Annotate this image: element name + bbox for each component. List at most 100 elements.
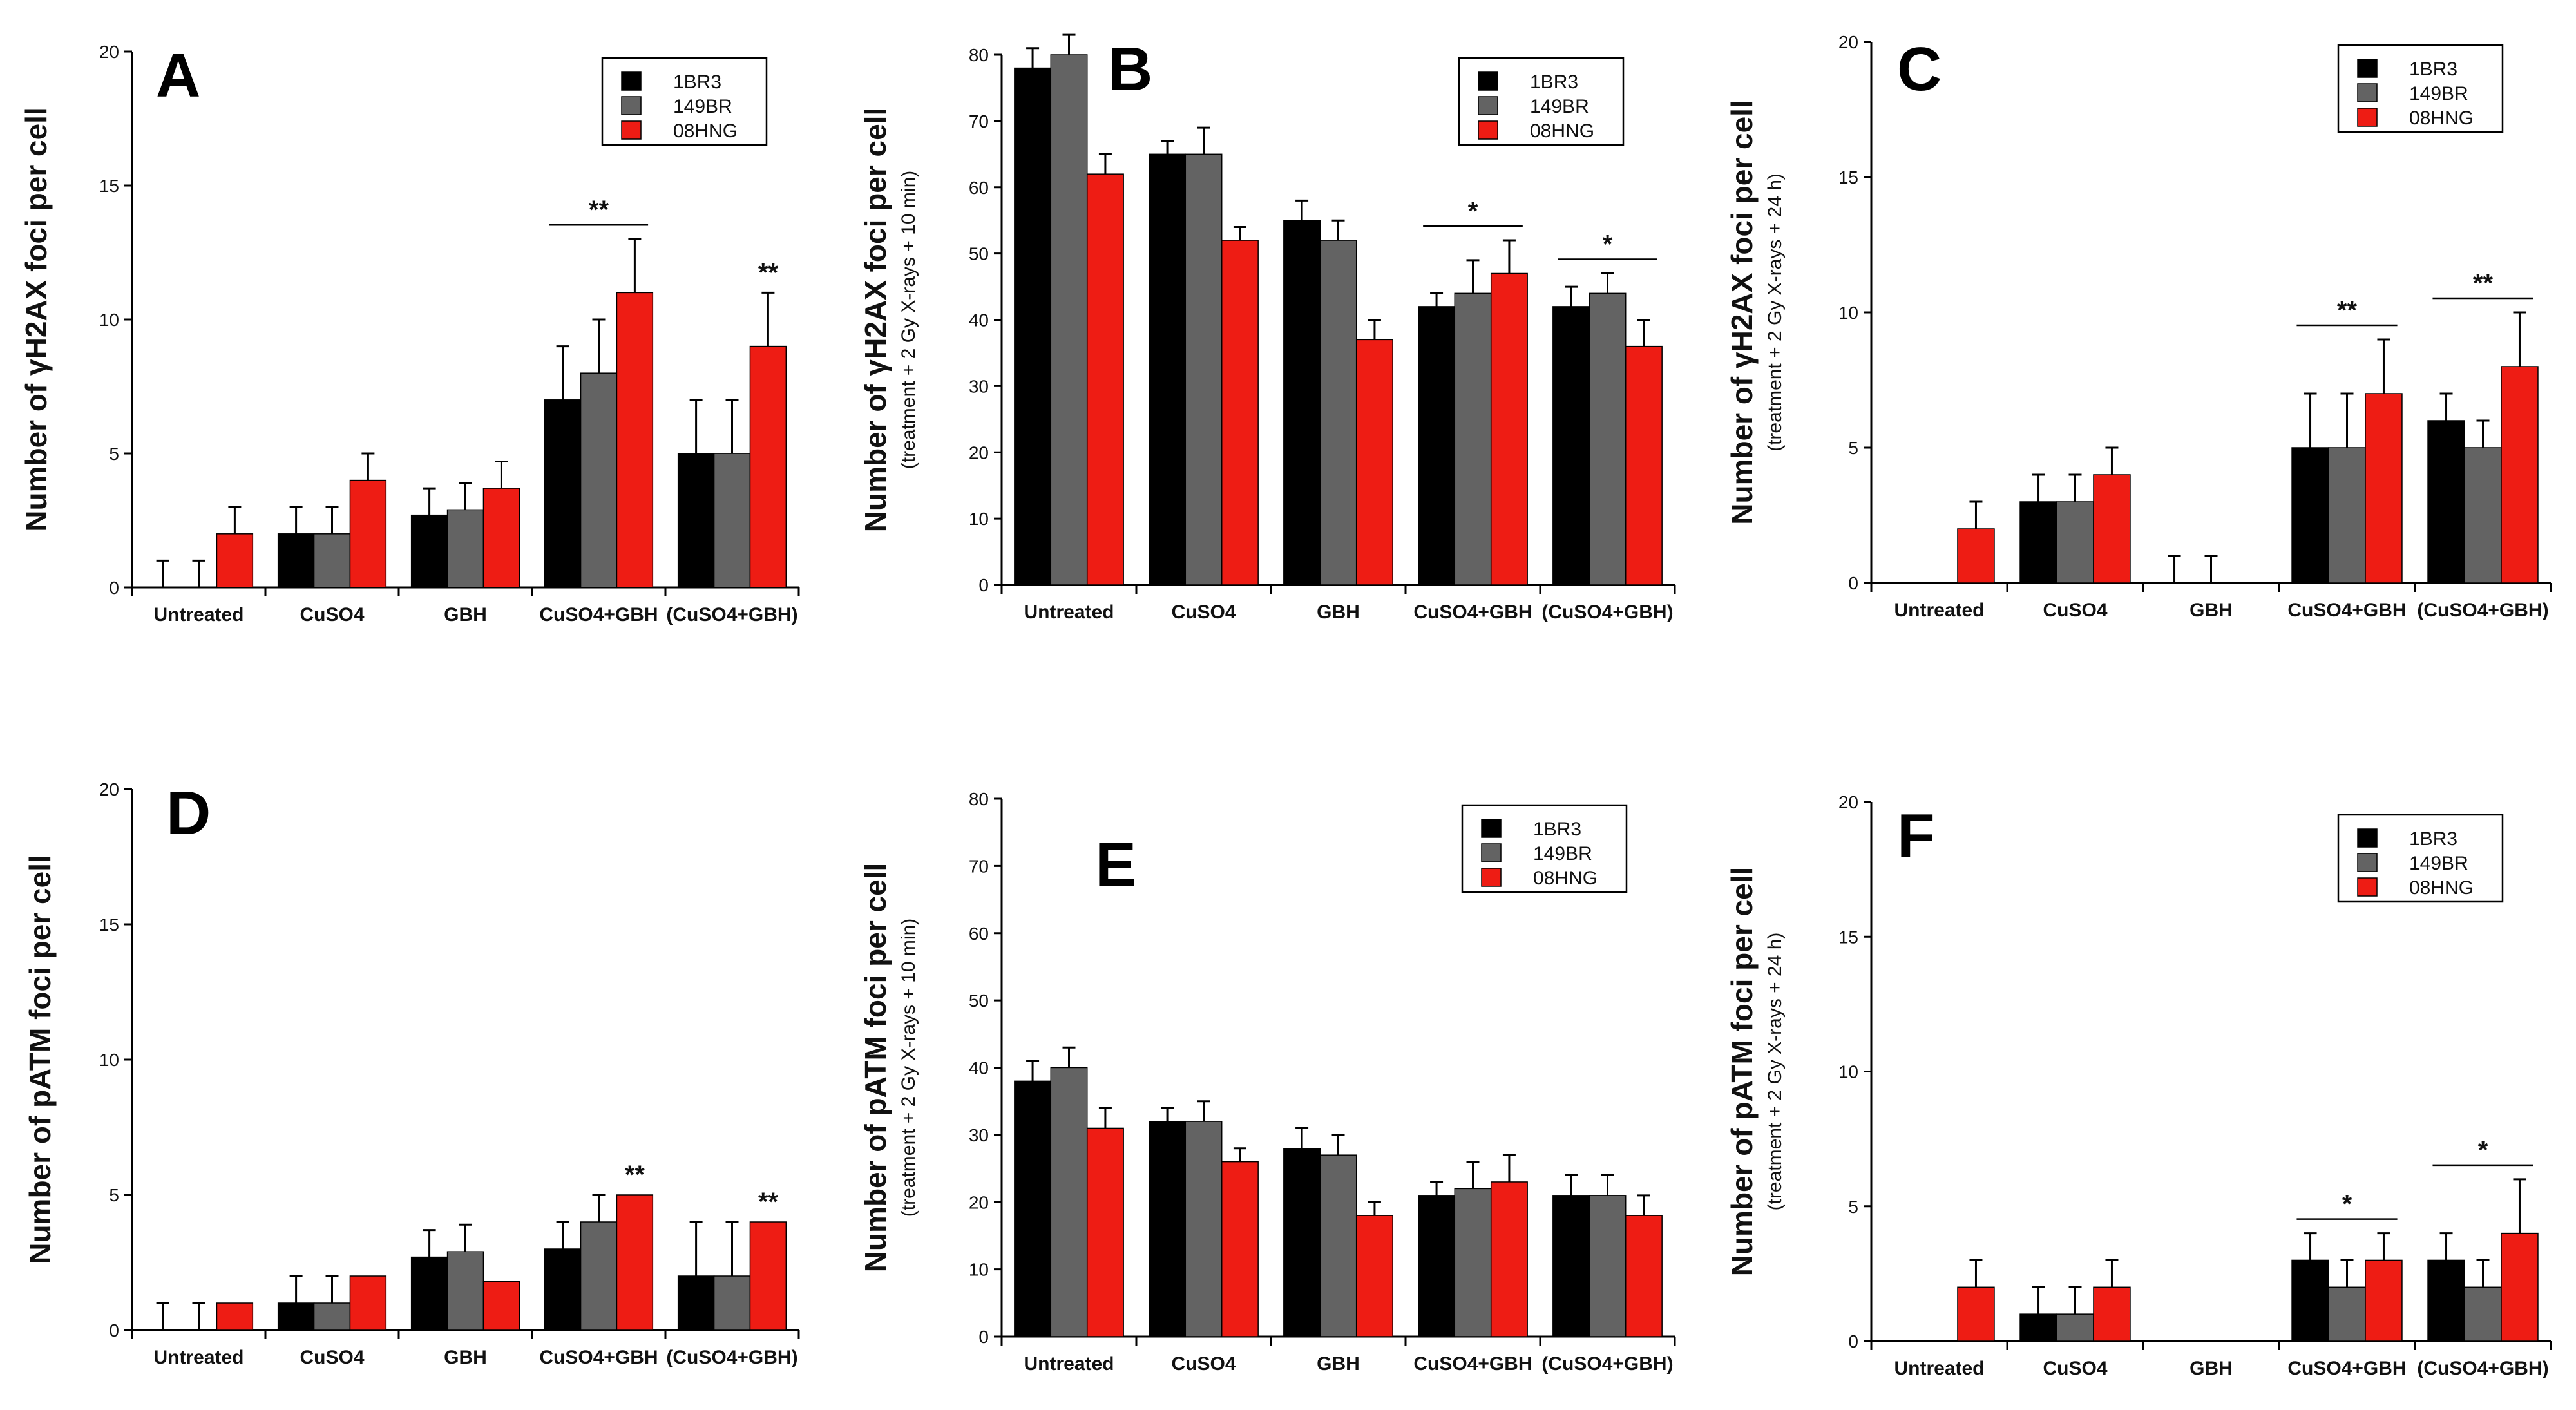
y-tick-label: 0 [1848,573,1858,593]
y-tick-label: 10 [99,1050,119,1070]
bar-1br3-2 [410,1256,448,1331]
bar-08hng-2 [482,488,520,588]
x-tick-label: (CuSO4+GBH) [2417,600,2548,621]
bar-1br3-3 [2291,447,2329,584]
bar-08hng-3 [1490,1181,1528,1337]
legend-label-149br: 149BR [2409,853,2468,874]
x-tick-label: GBH [1317,602,1360,623]
bar-149br-4 [2464,1286,2502,1342]
y-tick-label: 50 [969,244,989,264]
bar-1br3-3 [2291,1259,2329,1342]
bar-1br3-4 [1552,1195,1590,1337]
bar-08hng-0 [1957,528,1995,584]
legend-label-08hng: 08HNG [673,120,738,142]
significance-label: ** [2473,269,2494,298]
y-tick-label: 15 [99,176,119,196]
bar-08hng-4 [749,345,787,588]
x-tick-label: Untreated [1024,1353,1114,1375]
legend-swatch-1br3 [2357,828,2378,848]
x-tick-label: CuSO4 [300,604,364,625]
bar-149br-0 [1050,54,1088,586]
y-tick-label: 80 [969,45,989,65]
y-tick-label: 5 [109,444,119,464]
y-tick-label: 5 [1848,438,1858,458]
bar-1br3-3 [544,1248,582,1331]
legend-label-1br3: 1BR3 [1533,819,1581,840]
bar-08hng-1 [2093,1286,2131,1342]
legend-swatch-08hng [1478,120,1498,140]
panel-c: 0 5 10 15 20 Untreated CuSO4 GBH CuSO4+GBH (CuSO4… [1725,32,2552,621]
bar-149br-3 [2328,447,2366,584]
bar-149br-3 [2328,1286,2366,1342]
significance-label: * [1468,197,1478,225]
y-tick-label: 70 [969,856,989,876]
bar-08hng-3 [2365,1259,2403,1342]
legend-swatch-149br [1481,843,1502,862]
y-tick-label: 70 [969,111,989,131]
bar-1br3-2 [1283,220,1321,586]
legend-label-08hng: 08HNG [2409,877,2474,899]
bar-1br3-2 [410,514,448,588]
y-axis-title: Number of pATM foci per cell [1725,867,1759,1277]
bar-08hng-0 [1086,173,1124,586]
x-tick-label: CuSO4+GBH [1413,1353,1532,1375]
y-tick-label: 0 [978,1327,989,1347]
y-tick-label: 30 [969,376,989,396]
y-tick-label: 0 [109,1320,119,1340]
bar-149br-4 [713,1275,751,1331]
y-tick-label: 5 [109,1185,119,1205]
y-axis-subtitle: (treatment + 2 Gy X-rays + 10 min) [898,919,919,1217]
y-tick-label: 20 [1838,32,1858,52]
bar-149br-4 [1589,1195,1627,1337]
legend-swatch-149br [1478,96,1498,115]
y-tick-label: 10 [1838,303,1858,323]
x-tick-label: CuSO4+GBH [539,1347,658,1368]
x-tick-label: (CuSO4+GBH) [666,1347,797,1368]
bar-149br-0 [1050,1067,1088,1337]
x-tick-label: GBH [444,1347,487,1368]
legend-swatch-08hng [2357,108,2378,127]
y-axis-title: Number of pATM foci per cell [23,855,57,1264]
bar-1br3-1 [1149,153,1187,586]
x-tick-label: (CuSO4+GBH) [666,604,797,625]
legend-label-08hng: 08HNG [2409,108,2474,129]
bar-08hng-4 [2501,1232,2539,1342]
y-tick-label: 40 [969,310,989,330]
x-tick-label: Untreated [1894,1358,1984,1379]
legend-swatch-08hng [2357,877,2378,897]
x-tick-label: Untreated [153,604,243,625]
bar-149br-3 [580,372,618,588]
bar-1br3-1 [1149,1121,1187,1337]
bar-08hng-0 [216,1302,254,1331]
y-tick-label: 80 [969,789,989,809]
x-tick-label: (CuSO4+GBH) [2417,1358,2548,1379]
bar-1br3-1 [277,1302,315,1331]
y-axis-title: Number of γH2AX foci per cell [19,107,53,532]
legend-label-1br3: 1BR3 [1530,71,1578,93]
y-tick-label: 20 [99,779,119,799]
bar-08hng-3 [1490,272,1528,586]
legend-swatch-08hng [621,120,642,140]
legend-label-149br: 149BR [1530,96,1589,117]
bar-1br3-1 [277,533,315,588]
bar-149br-2 [1319,1154,1357,1337]
significance-label: ** [589,196,609,224]
legend-swatch-08hng [1481,868,1502,887]
legend-label-149br: 149BR [1533,843,1592,864]
y-axis-title: Number of γH2AX foci per cell [1725,100,1759,525]
y-tick-label: 10 [99,310,119,330]
bar-1br3-3 [1418,306,1456,586]
legend: 1BR3 149BR 08HNG [1461,804,1628,893]
panel-a: 0 5 10 15 20 Untreated CuSO4 GBH CuSO4+GBH (CuSO4… [19,41,800,625]
panel-e: 0 10 20 30 40 50 60 70 80 Untreated CuSO4 GBH CuSO4+… [859,789,1676,1375]
x-tick-label: Untreated [1894,600,1984,621]
bar-149br-4 [713,453,751,588]
y-tick-label: 0 [109,578,119,598]
legend: 1BR3 149BR 08HNG [2337,44,2504,133]
legend-label-08hng: 08HNG [1533,868,1598,889]
x-tick-label: Untreated [1024,602,1114,623]
y-axis-title: Number of γH2AX foci per cell [859,108,892,533]
y-tick-label: 10 [1838,1062,1858,1082]
y-tick-label: 30 [969,1125,989,1145]
